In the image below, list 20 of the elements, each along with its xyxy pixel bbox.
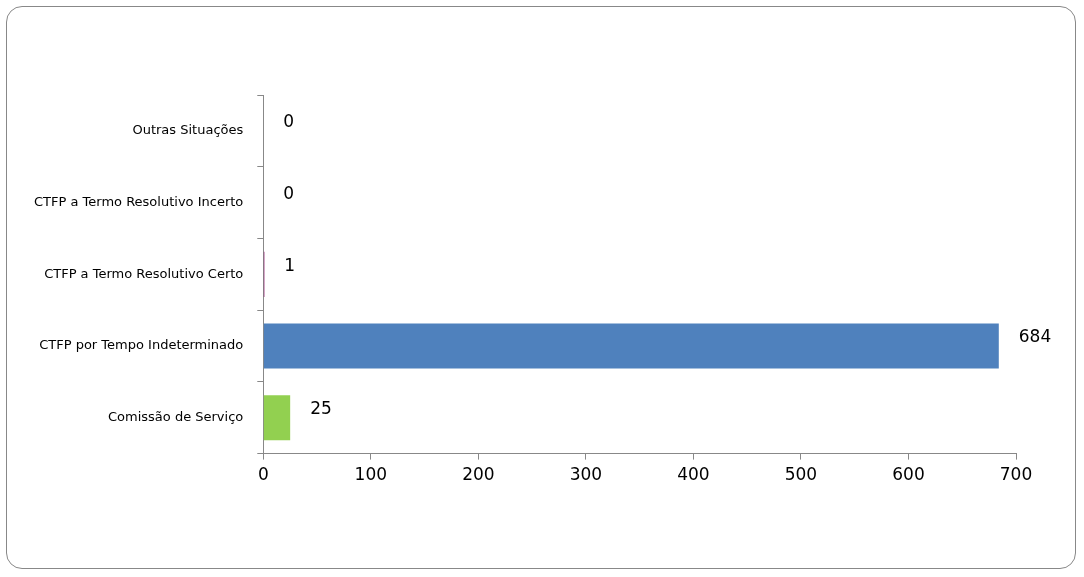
y-tick-label: Outras Situações (132, 122, 244, 138)
bar (263, 323, 999, 369)
y-tick-label: CTFP a Termo Resolutivo Incerto (33, 193, 244, 209)
data-label: 0 (283, 111, 295, 132)
bar (263, 395, 291, 441)
data-label: 0 (283, 183, 295, 203)
y-tick-label: CTFP a Termo Resolutivo Certo (44, 265, 244, 281)
x-tick-label: 600 (892, 464, 925, 485)
y-tick-label: Comissão de Serviço (107, 409, 244, 425)
data-label: 25 (310, 398, 332, 419)
x-tick-label: 100 (354, 464, 388, 485)
data-label: 1 (284, 254, 296, 275)
x-tick-label: 500 (784, 464, 818, 485)
data-label: 684 (1018, 326, 1052, 347)
y-tick-label: CTFP por Tempo Indeterminado (39, 337, 244, 353)
x-tick-label: 700 (999, 464, 1033, 485)
x-tick-label: 300 (569, 464, 603, 485)
x-tick-label: 400 (677, 464, 710, 485)
x-tick-label: 0 (257, 464, 269, 485)
x-tick-label: 200 (462, 464, 495, 485)
